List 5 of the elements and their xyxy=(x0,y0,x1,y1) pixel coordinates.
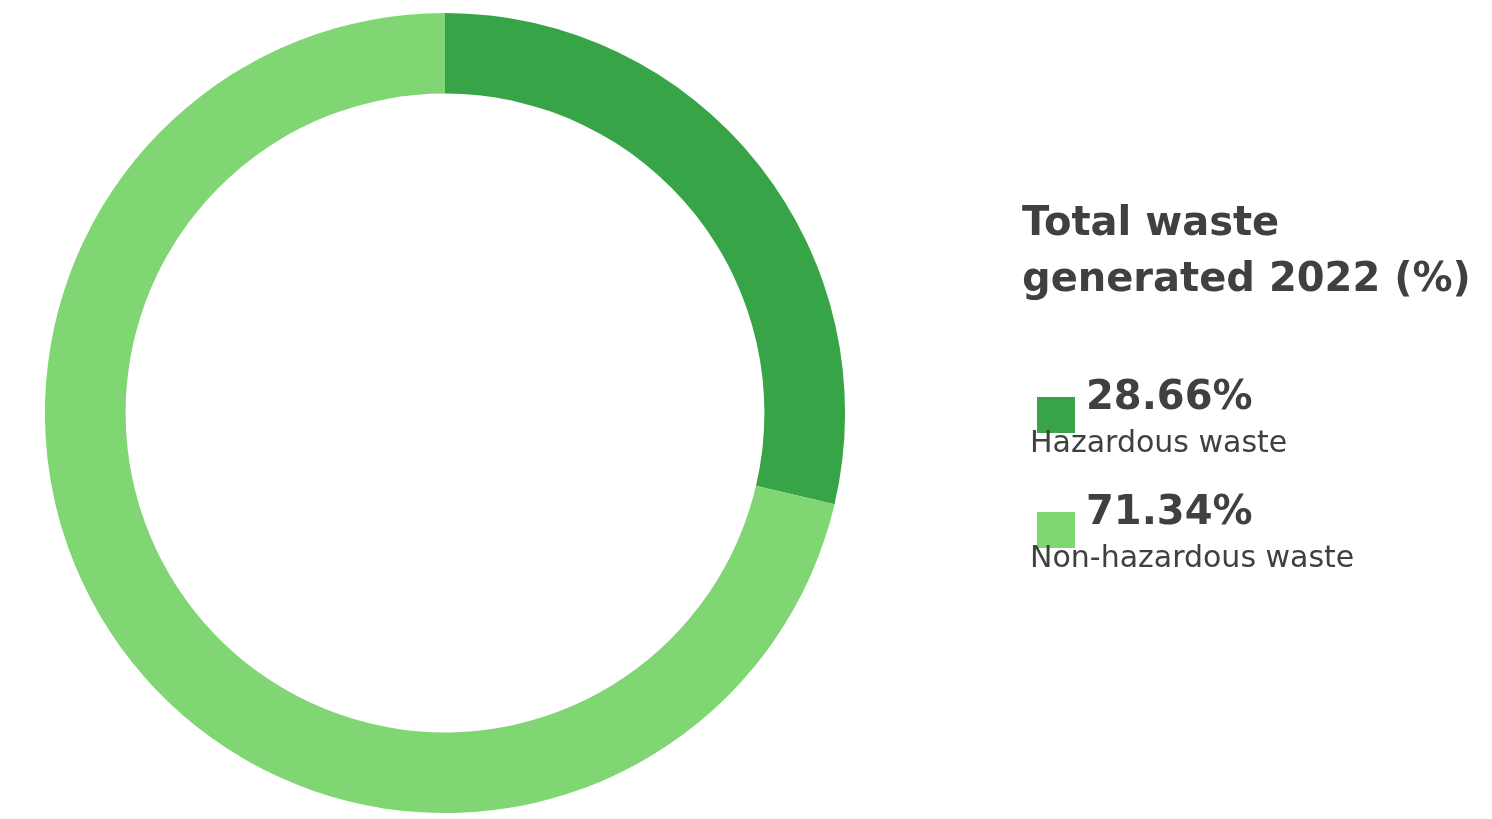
data-label: 28.66% xyxy=(1086,372,1253,418)
legend-label: Hazardous waste xyxy=(1030,423,1288,459)
text: Total waste generated 2022 (%) xyxy=(1022,198,1471,300)
data-label: 71.34% xyxy=(1086,487,1253,533)
legend-label: Non-hazardous waste xyxy=(1030,538,1355,574)
